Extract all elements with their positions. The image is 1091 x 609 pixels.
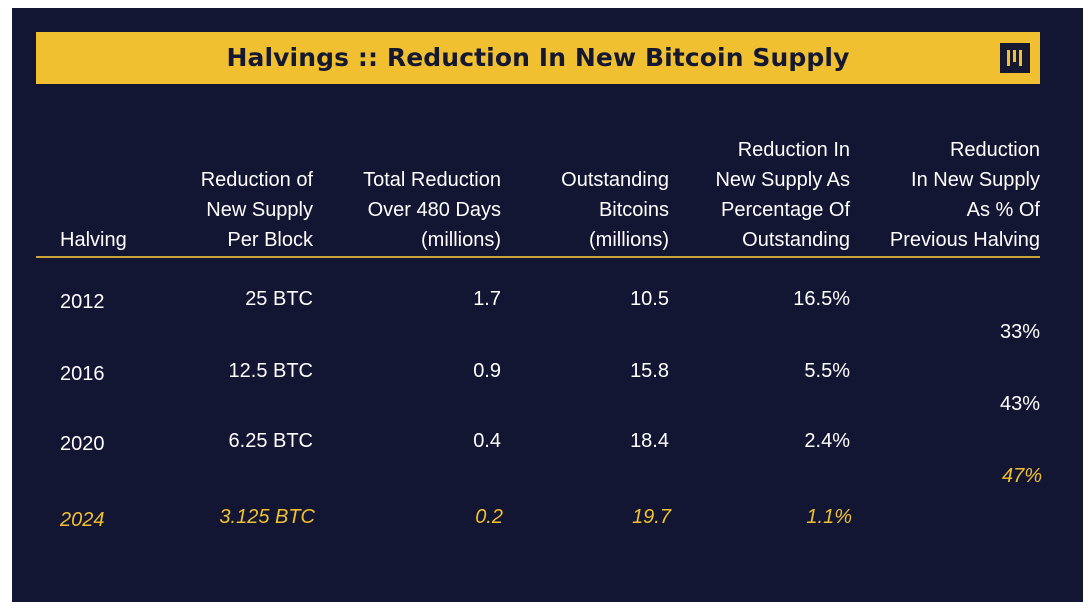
header-line: Reduction In bbox=[737, 139, 850, 161]
cell-pct-previous-2016: 33% bbox=[999, 321, 1040, 343]
title-banner: Halvings :: Reduction In New Bitcoin Sup… bbox=[36, 32, 1040, 84]
header-pct-outstanding: Reduction In New Supply As Percentage Of… bbox=[715, 135, 850, 255]
cell-pct-outstanding-2020: 2.4% bbox=[804, 430, 850, 452]
header-line: Over 480 Days bbox=[367, 199, 501, 221]
cell-per-block-2012: 25 BTC bbox=[245, 288, 313, 310]
header-reduction-per-block: Reduction of New Supply Per Block bbox=[201, 165, 313, 255]
cell-pct-outstanding-2016: 5.5% bbox=[804, 360, 850, 382]
pantera-logo-icon bbox=[1000, 43, 1030, 73]
cell-halving-2016: 2016 bbox=[60, 363, 105, 385]
header-line: Reduction of bbox=[200, 169, 313, 191]
cell-per-block-2016: 12.5 BTC bbox=[228, 360, 313, 382]
header-line: In New Supply bbox=[911, 169, 1040, 191]
cell-pct-previous-2020: 43% bbox=[999, 393, 1040, 415]
header-pct-previous: Reduction In New Supply As % Of Previous… bbox=[890, 135, 1040, 255]
cell-outstanding-2020: 18.4 bbox=[630, 430, 669, 452]
cell-per-block-2024: 3.125 BTC bbox=[219, 506, 315, 528]
header-line: Per Block bbox=[227, 229, 313, 251]
cell-halving-2020: 2020 bbox=[60, 433, 105, 455]
header-total-reduction: Total Reduction Over 480 Days (millions) bbox=[363, 165, 501, 255]
header-line: Percentage Of bbox=[721, 199, 850, 221]
cell-pct-outstanding-2024: 1.1% bbox=[806, 506, 852, 528]
header-line: Previous Halving bbox=[889, 229, 1040, 251]
header-line: Total Reduction bbox=[363, 169, 501, 191]
cell-halving-2012: 2012 bbox=[60, 291, 105, 313]
header-outstanding: Outstanding Bitcoins (millions) bbox=[561, 165, 669, 255]
chart-title: Halvings :: Reduction In New Bitcoin Sup… bbox=[226, 43, 850, 72]
cell-halving-2024: 2024 bbox=[60, 509, 105, 531]
cell-outstanding-2016: 15.8 bbox=[630, 360, 669, 382]
header-halving: Halving bbox=[60, 225, 127, 255]
header-line: New Supply As bbox=[715, 169, 850, 191]
cell-total-2012: 1.7 bbox=[473, 288, 501, 310]
header-line: Outstanding bbox=[742, 229, 850, 251]
cell-total-2020: 0.4 bbox=[473, 430, 501, 452]
cell-outstanding-2024: 19.7 bbox=[632, 506, 671, 528]
header-line: (millions) bbox=[589, 229, 669, 251]
header-line: Bitcoins bbox=[598, 199, 669, 221]
chart-panel bbox=[12, 8, 1083, 602]
cell-outstanding-2012: 10.5 bbox=[630, 288, 669, 310]
header-line: As % Of bbox=[966, 199, 1040, 221]
header-line: (millions) bbox=[421, 229, 501, 251]
header-line: Outstanding bbox=[561, 169, 669, 191]
cell-per-block-2020: 6.25 BTC bbox=[228, 430, 313, 452]
cell-total-2016: 0.9 bbox=[473, 360, 501, 382]
cell-pct-outstanding-2012: 16.5% bbox=[793, 288, 850, 310]
header-line: New Supply bbox=[206, 199, 313, 221]
header-line: Halving bbox=[60, 229, 127, 251]
header-divider bbox=[36, 256, 1040, 258]
cell-total-2024: 0.2 bbox=[475, 506, 503, 528]
cell-pct-previous-2024: 47% bbox=[1001, 465, 1042, 487]
header-line: Reduction bbox=[949, 139, 1040, 161]
